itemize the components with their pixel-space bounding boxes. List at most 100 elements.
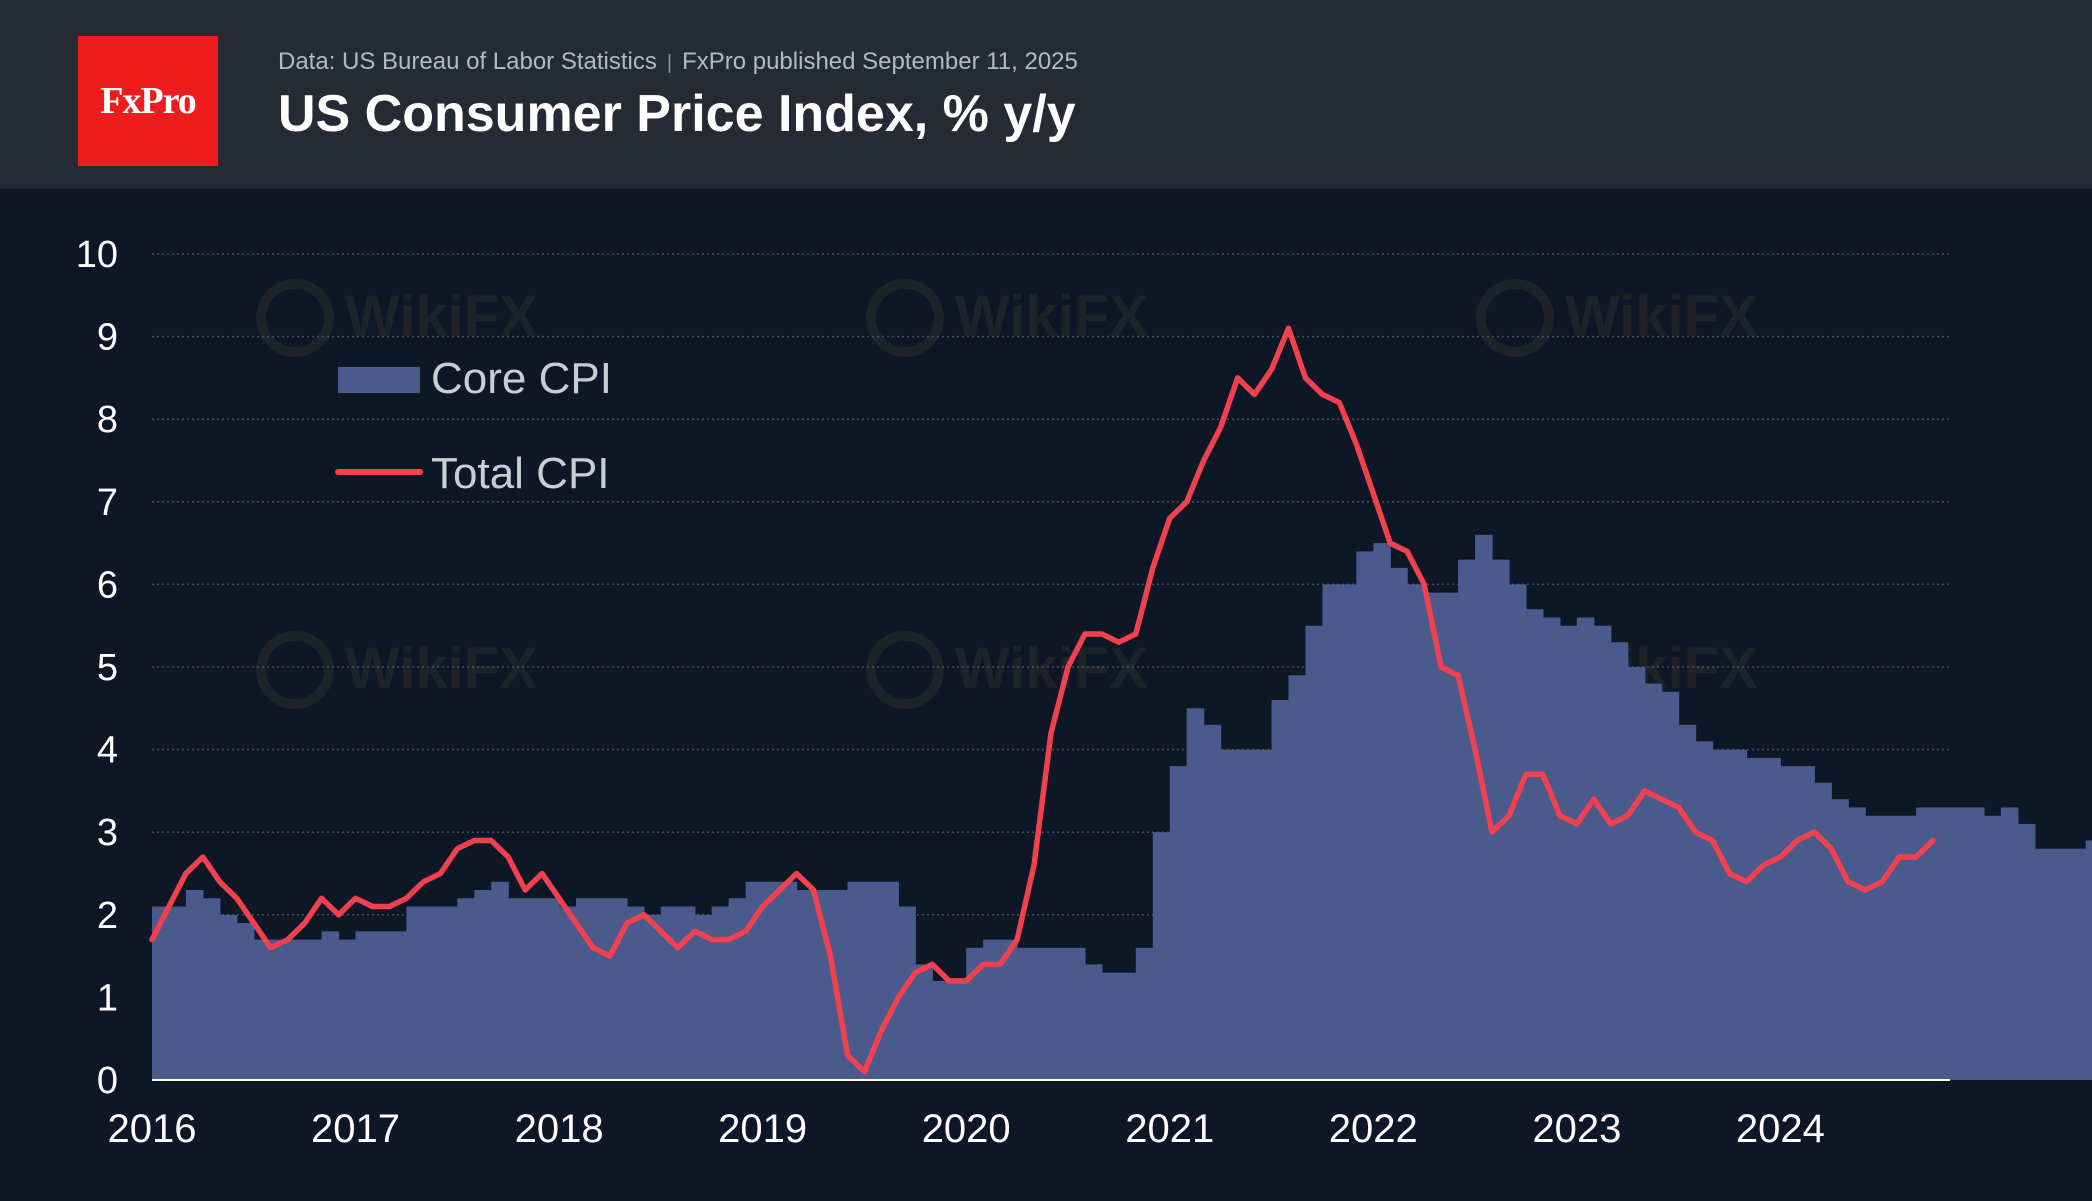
core-cpi-bar xyxy=(406,906,424,1080)
core-cpi-bar xyxy=(1661,691,1680,1080)
core-cpi-bar xyxy=(321,931,340,1080)
x-tick-label: 2017 xyxy=(311,1107,400,1151)
core-cpi-bar xyxy=(1678,724,1697,1080)
publisher-text: FxPro published September 11, 2025 xyxy=(682,48,1078,75)
core-cpi-bar xyxy=(236,923,255,1080)
core-cpi-bar xyxy=(1305,625,1323,1080)
watermark-logo-icon xyxy=(866,279,944,357)
core-cpi-bar xyxy=(457,898,475,1080)
x-tick-label: 2022 xyxy=(1329,1107,1418,1151)
core-cpi-bar xyxy=(355,931,374,1080)
x-tick-label: 2018 xyxy=(515,1107,604,1151)
x-axis-ticks: 2016 2017 2018 2019 2020 2021 2022 2023 2024 xyxy=(108,1107,1825,1151)
y-tick-label: 3 xyxy=(97,812,118,854)
chart-area: WikiFXWikiFXWikiFXWikiFXWikiFXWikiFXWiki… xyxy=(0,189,2092,1196)
core-cpi-bar xyxy=(932,980,950,1080)
y-tick-label: 2 xyxy=(97,895,118,937)
core-cpi-bar xyxy=(1220,749,1239,1080)
core-cpi-bar xyxy=(219,914,238,1080)
core-cpi-bar xyxy=(1627,667,1646,1080)
core-cpi-bar xyxy=(542,898,560,1080)
core-cpi-bar xyxy=(1169,766,1188,1080)
core-cpi-bar xyxy=(1237,749,1256,1080)
core-cpi-bar xyxy=(711,906,730,1080)
source-separator: | xyxy=(666,52,673,74)
core-cpi-bar xyxy=(304,939,323,1080)
core-cpi-bar xyxy=(1593,625,1612,1080)
header-bar: FxPro Data: US Bureau of Labor Statistic… xyxy=(0,0,2092,189)
chart-title: US Consumer Price Index, % y/y xyxy=(278,85,1076,143)
core-cpi-bar xyxy=(1067,947,1086,1080)
legend-label-core-cpi: Core CPI xyxy=(431,354,612,403)
core-cpi-bar xyxy=(2017,823,2036,1080)
core-cpi-bar xyxy=(1356,551,1374,1080)
core-cpi-bar xyxy=(185,890,204,1080)
core-cpi-bar xyxy=(626,906,645,1080)
core-cpi-bar xyxy=(1916,807,1934,1080)
core-cpi-bar xyxy=(660,906,679,1080)
core-cpi-bar xyxy=(525,898,543,1080)
core-cpi-bar xyxy=(1983,815,2002,1080)
core-cpi-bar xyxy=(2085,840,2092,1080)
core-cpi-bar xyxy=(1492,559,1510,1080)
core-cpi-bar xyxy=(694,914,713,1080)
y-tick-label: 4 xyxy=(97,730,118,772)
core-cpi-bar xyxy=(1729,749,1748,1080)
core-cpi-bar xyxy=(1084,964,1103,1080)
core-cpi-bar xyxy=(1051,947,1069,1080)
core-cpi-bar xyxy=(1118,972,1137,1080)
core-cpi-bar xyxy=(847,881,866,1080)
core-cpi-bar xyxy=(1288,675,1307,1080)
core-cpi-bar xyxy=(762,881,781,1080)
watermark-logo-icon xyxy=(866,631,944,709)
core-cpi-bar xyxy=(593,898,611,1080)
core-cpi-bar xyxy=(168,906,187,1080)
watermark-text: WikiFX xyxy=(345,284,538,349)
core-cpi-bar xyxy=(1950,807,1968,1080)
y-tick-label: 9 xyxy=(97,317,118,359)
core-cpi-bar xyxy=(949,980,967,1080)
legend-swatch-core-cpi xyxy=(338,367,420,393)
y-tick-label: 1 xyxy=(97,977,118,1019)
core-cpi-bar xyxy=(1508,584,1527,1080)
core-cpi-bar xyxy=(1458,559,1476,1080)
core-cpi-bar xyxy=(728,898,747,1080)
watermark-text: WikiFX xyxy=(345,636,538,701)
core-cpi-bar xyxy=(1899,815,1917,1080)
core-cpi-bar xyxy=(1559,625,1578,1080)
core-cpi-bar xyxy=(1034,947,1052,1080)
core-cpi-bar xyxy=(1424,592,1442,1080)
core-cpi-bar xyxy=(881,881,899,1080)
core-cpi-bar xyxy=(1831,799,1849,1080)
core-cpi-bar xyxy=(2000,807,2019,1080)
core-cpi-bar xyxy=(1407,584,1425,1080)
core-cpi-bar xyxy=(1610,642,1629,1080)
y-tick-label: 5 xyxy=(97,647,118,689)
core-cpi-bar xyxy=(1254,749,1273,1080)
watermark-logo-icon xyxy=(1476,279,1554,357)
core-cpi-bar xyxy=(287,939,306,1080)
y-tick-label: 7 xyxy=(97,482,118,524)
core-cpi-bar xyxy=(1882,815,1900,1080)
wikifx-watermark: WikiFX xyxy=(866,279,1148,357)
core-cpi-bar xyxy=(1780,766,1798,1080)
core-cpi-bar xyxy=(1644,683,1663,1080)
core-cpi-bar xyxy=(1848,807,1866,1080)
core-cpi-bar xyxy=(389,931,408,1080)
core-cpi-bar xyxy=(643,914,662,1080)
core-cpi-bar xyxy=(1101,972,1120,1080)
y-tick-label: 6 xyxy=(97,564,118,606)
cpi-chart: WikiFXWikiFXWikiFXWikiFXWikiFXWikiFXWiki… xyxy=(76,234,2092,1151)
core-cpi-bar xyxy=(372,931,391,1080)
core-cpi-bar xyxy=(1017,947,1035,1080)
core-cpi-bar xyxy=(202,898,221,1080)
core-cpi-bar xyxy=(745,881,764,1080)
x-tick-label: 2019 xyxy=(718,1107,807,1151)
core-cpi-bar xyxy=(270,939,289,1080)
core-cpi-bar xyxy=(508,898,526,1080)
core-cpi-bar xyxy=(423,906,441,1080)
core-cpi-bar xyxy=(1695,741,1714,1080)
y-tick-label: 8 xyxy=(97,399,118,441)
core-cpi-bar xyxy=(1475,534,1493,1080)
wikifx-watermark: WikiFX xyxy=(866,631,1148,709)
